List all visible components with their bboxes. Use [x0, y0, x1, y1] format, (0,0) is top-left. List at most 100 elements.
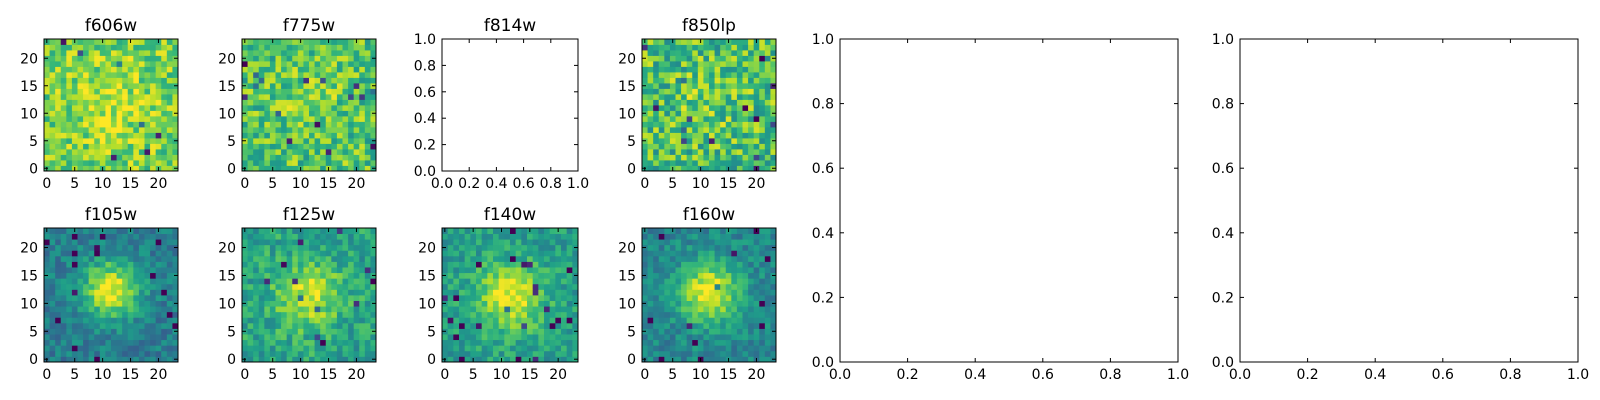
- heatmap-cell: [669, 272, 676, 279]
- heatmap-cells: [242, 228, 377, 363]
- heatmap-cell: [309, 110, 315, 117]
- heatmap-cell: [297, 55, 304, 62]
- heatmap-cell: [325, 295, 332, 301]
- heatmap-cell: [286, 61, 293, 67]
- heatmap-cell: [122, 345, 129, 352]
- heatmap-cell: [527, 334, 534, 341]
- heatmap-cell: [566, 306, 573, 313]
- heatmap-cell: [138, 261, 145, 268]
- heatmap-cell: [364, 149, 371, 155]
- heatmap-cell: [487, 295, 494, 301]
- heatmap-cell: [303, 143, 310, 150]
- heatmap-cell: [353, 88, 360, 95]
- heatmap-cell: [105, 317, 112, 324]
- heatmap-cell: [144, 278, 151, 285]
- heatmap-cell: [447, 267, 454, 274]
- heatmap-cell: [470, 289, 477, 296]
- heatmap-cell: [759, 283, 766, 290]
- heatmap-cell: [88, 328, 95, 335]
- heatmap-cell: [555, 317, 562, 324]
- heatmap-cell: [275, 317, 282, 324]
- heatmap-cell: [111, 328, 117, 335]
- heatmap-cell: [675, 345, 682, 352]
- heatmap-cell: [709, 160, 715, 166]
- heatmap-cell: [364, 255, 371, 262]
- heatmap-cell: [309, 121, 315, 128]
- heatmap-cell: [133, 61, 140, 67]
- heatmap-cell: [66, 72, 73, 78]
- heatmap-cell: [155, 143, 162, 150]
- heatmap-cell: [275, 250, 282, 257]
- heatmap-cell: [258, 295, 265, 301]
- heatmap-cell: [348, 233, 355, 240]
- heatmap-cell: [736, 132, 743, 139]
- heatmap-cell: [686, 356, 693, 363]
- heatmap-cell: [292, 334, 299, 341]
- heatmap-cell: [686, 272, 693, 279]
- heatmap-cell: [144, 272, 151, 279]
- heatmap-cell: [527, 300, 534, 307]
- heatmap-cell: [94, 272, 101, 279]
- heatmap-cell: [105, 289, 112, 296]
- heatmap-cell: [521, 306, 528, 313]
- x-tick-label: 20: [549, 367, 567, 383]
- heatmap-cell: [281, 99, 288, 106]
- heatmap-cell: [764, 356, 771, 363]
- heatmap-cell: [264, 165, 271, 172]
- heatmap-cell: [94, 94, 101, 100]
- heatmap-cell: [264, 121, 271, 128]
- heatmap-cell: [764, 283, 771, 290]
- heatmap-cell: [342, 356, 349, 363]
- heatmap-cell: [359, 160, 366, 166]
- heatmap-cell: [697, 261, 704, 268]
- heatmap-cell: [127, 121, 134, 128]
- heatmap-cell: [55, 255, 62, 262]
- y-tick-label: 0.8: [414, 58, 436, 74]
- heatmap-cell: [60, 50, 67, 56]
- heatmap-cell: [736, 311, 743, 318]
- heatmap-cell: [566, 228, 573, 234]
- heatmap-cell: [314, 228, 321, 234]
- panel-title: f140w: [484, 205, 536, 225]
- heatmap-cell: [353, 306, 360, 313]
- heatmap-cell: [292, 267, 299, 274]
- heatmap-cell: [353, 334, 360, 341]
- heatmap-cell: [510, 311, 517, 318]
- heatmap-cell: [359, 83, 366, 89]
- heatmap-cell: [476, 267, 483, 274]
- heatmap-cell: [669, 83, 676, 89]
- heatmap-cell: [253, 306, 260, 313]
- heatmap-cell: [709, 267, 715, 274]
- heatmap-cell: [314, 44, 321, 51]
- heatmap-cell: [538, 289, 545, 296]
- heatmap-cell: [336, 88, 343, 95]
- heatmap-cell: [770, 267, 777, 274]
- heatmap-cell: [697, 105, 704, 111]
- y-tick-label: 0: [227, 352, 236, 368]
- heatmap-cell: [493, 250, 500, 257]
- heatmap-cell: [359, 66, 366, 73]
- heatmap-cell: [161, 143, 168, 150]
- heatmap-cell: [549, 228, 556, 234]
- heatmap-cell: [242, 295, 248, 301]
- heatmap-cell: [166, 61, 173, 67]
- heatmap-cell: [692, 228, 699, 234]
- heatmap-cell: [320, 255, 327, 262]
- heatmap-cell: [111, 50, 117, 56]
- heatmap-cell: [71, 261, 78, 268]
- heatmap-cell: [532, 289, 539, 296]
- heatmap-cell: [161, 267, 168, 274]
- heatmap-cell: [731, 300, 738, 307]
- heatmap-cell: [342, 88, 349, 95]
- heatmap-cell: [453, 244, 460, 251]
- axes-frame: [241, 227, 377, 363]
- heatmap-cell: [653, 72, 660, 78]
- heatmap-cell: [60, 77, 67, 84]
- heatmap-cell: [364, 160, 371, 166]
- heatmap-cell: [281, 94, 288, 100]
- heatmap-cell: [697, 83, 704, 89]
- heatmap-cell: [99, 311, 106, 318]
- heatmap-cell: [258, 272, 265, 279]
- heatmap-cell: [166, 55, 173, 62]
